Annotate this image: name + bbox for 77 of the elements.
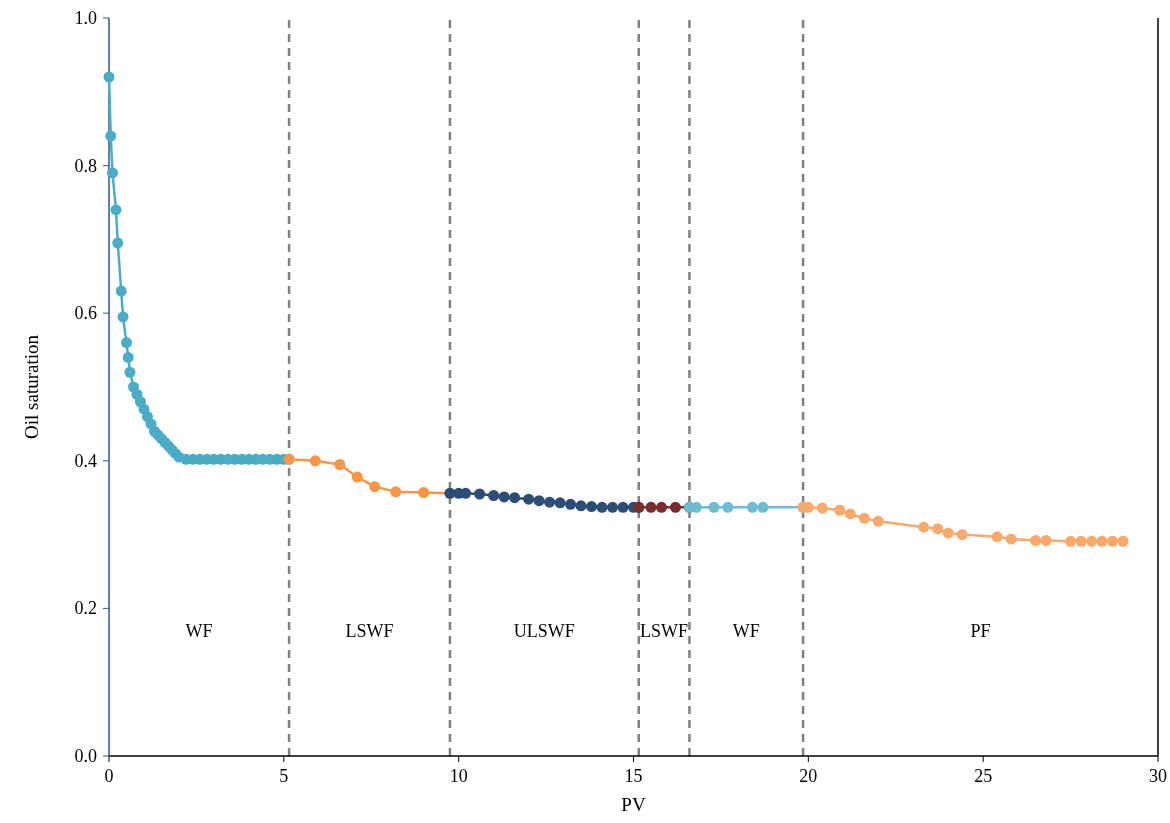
point	[1075, 535, 1087, 547]
point	[1086, 535, 1098, 547]
point	[110, 204, 122, 216]
point	[708, 501, 720, 513]
annotation: PF	[970, 620, 991, 641]
point	[509, 492, 521, 504]
point	[107, 167, 118, 179]
point	[645, 501, 657, 513]
point	[1065, 535, 1077, 547]
point	[554, 497, 566, 509]
x-tick-label: 10	[449, 766, 468, 786]
x-tick-label: 30	[1149, 766, 1167, 786]
point	[488, 489, 500, 501]
point	[1107, 535, 1119, 547]
x-tick-label: 5	[279, 766, 289, 786]
point	[669, 501, 681, 513]
point	[991, 531, 1003, 543]
point	[858, 512, 870, 524]
point	[418, 487, 430, 499]
point	[575, 500, 587, 512]
point	[655, 501, 667, 513]
y-tick-label: 1.0	[74, 8, 97, 28]
point	[834, 504, 846, 516]
x-tick-label: 20	[799, 766, 818, 786]
point	[115, 285, 127, 297]
annotation: ULSWF	[513, 620, 575, 641]
point	[1096, 535, 1108, 547]
y-tick-label: 0.0	[74, 746, 97, 766]
point	[872, 515, 884, 527]
point	[117, 311, 129, 323]
point	[942, 527, 954, 539]
annotation: WF	[732, 620, 760, 641]
point	[334, 458, 346, 470]
point	[1040, 535, 1052, 546]
point	[122, 351, 134, 363]
annotation: LSWF	[345, 620, 394, 641]
point	[112, 237, 124, 249]
annotation: LSWF	[640, 620, 689, 641]
point	[309, 455, 321, 467]
point	[746, 501, 758, 513]
point	[120, 337, 132, 349]
point	[816, 502, 828, 514]
point	[607, 501, 619, 513]
y-tick-label: 0.4	[74, 450, 97, 471]
point	[932, 523, 944, 535]
point	[1030, 535, 1042, 546]
x-tick-label: 25	[974, 766, 993, 786]
point	[1117, 535, 1129, 547]
point	[596, 501, 608, 513]
x-axis-title: PV	[621, 794, 646, 815]
y-tick-label: 0.6	[74, 303, 97, 324]
point	[722, 501, 734, 513]
x-tick-label: 0	[104, 766, 114, 786]
y-tick-label: 0.8	[74, 155, 97, 176]
point	[956, 529, 968, 541]
point	[918, 521, 930, 533]
point	[498, 491, 510, 503]
point	[105, 130, 117, 142]
point	[474, 488, 486, 500]
annotation: WF	[185, 620, 213, 641]
point	[617, 501, 629, 513]
point	[523, 493, 535, 505]
point	[1005, 533, 1017, 545]
point	[124, 366, 136, 378]
y-axis-title: Oil saturation	[21, 334, 42, 439]
point	[844, 508, 856, 520]
point	[103, 71, 115, 83]
y-tick-label: 0.2	[74, 598, 97, 619]
point	[369, 481, 381, 493]
point	[351, 471, 363, 483]
point	[544, 496, 556, 508]
point	[586, 501, 598, 513]
point	[533, 495, 545, 507]
point	[565, 498, 577, 510]
x-tick-label: 15	[624, 766, 643, 786]
point	[757, 501, 769, 513]
point	[390, 486, 402, 498]
